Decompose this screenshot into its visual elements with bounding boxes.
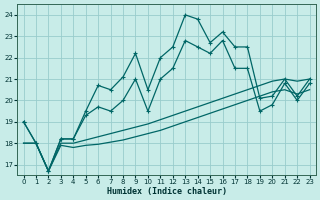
X-axis label: Humidex (Indice chaleur): Humidex (Indice chaleur) xyxy=(107,187,227,196)
